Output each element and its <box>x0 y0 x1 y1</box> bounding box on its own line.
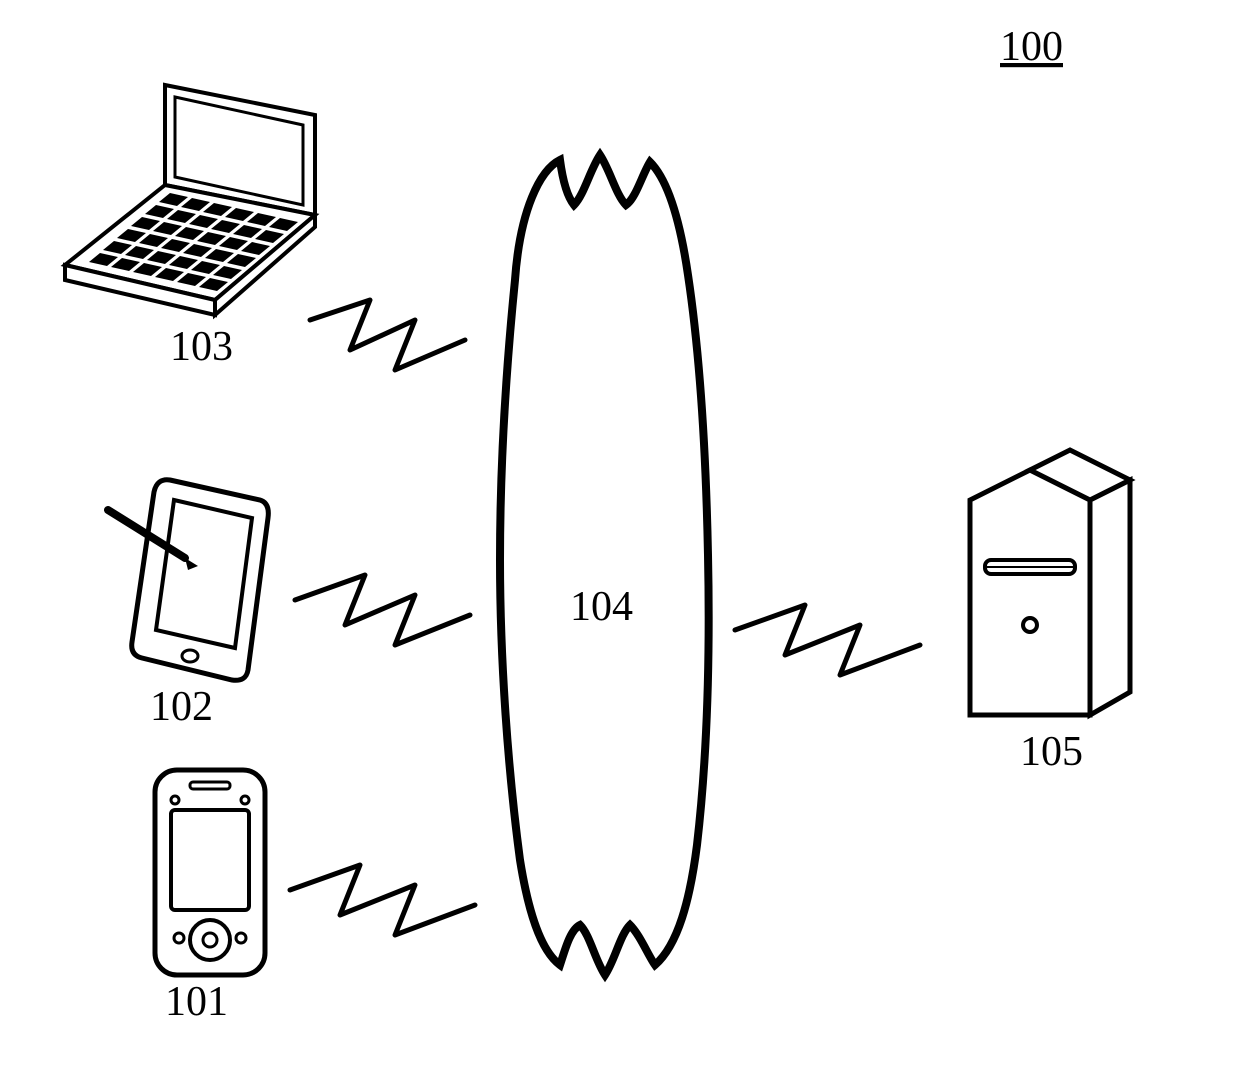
label-101: 101 <box>165 979 228 1025</box>
cloud-node <box>500 155 709 975</box>
server-node <box>970 450 1130 715</box>
server-icon <box>970 450 1130 715</box>
tablet-node <box>108 480 268 681</box>
network-diagram: 101 102 103 104 105 100 <box>0 0 1240 1072</box>
link-laptop-cloud <box>310 300 465 370</box>
cloud-icon <box>500 155 709 975</box>
laptop-node <box>65 85 315 315</box>
link-tablet-cloud <box>295 575 470 645</box>
label-102: 102 <box>150 684 213 730</box>
label-103: 103 <box>170 324 233 370</box>
phone-icon <box>155 770 265 975</box>
figure-number: 100 <box>1000 24 1063 70</box>
label-105: 105 <box>1020 729 1083 775</box>
link-cloud-server <box>735 605 920 675</box>
tablet-icon <box>108 480 268 681</box>
laptop-icon <box>65 85 315 315</box>
phone-node <box>155 770 265 975</box>
label-104: 104 <box>570 584 633 630</box>
link-phone-cloud <box>290 865 475 935</box>
